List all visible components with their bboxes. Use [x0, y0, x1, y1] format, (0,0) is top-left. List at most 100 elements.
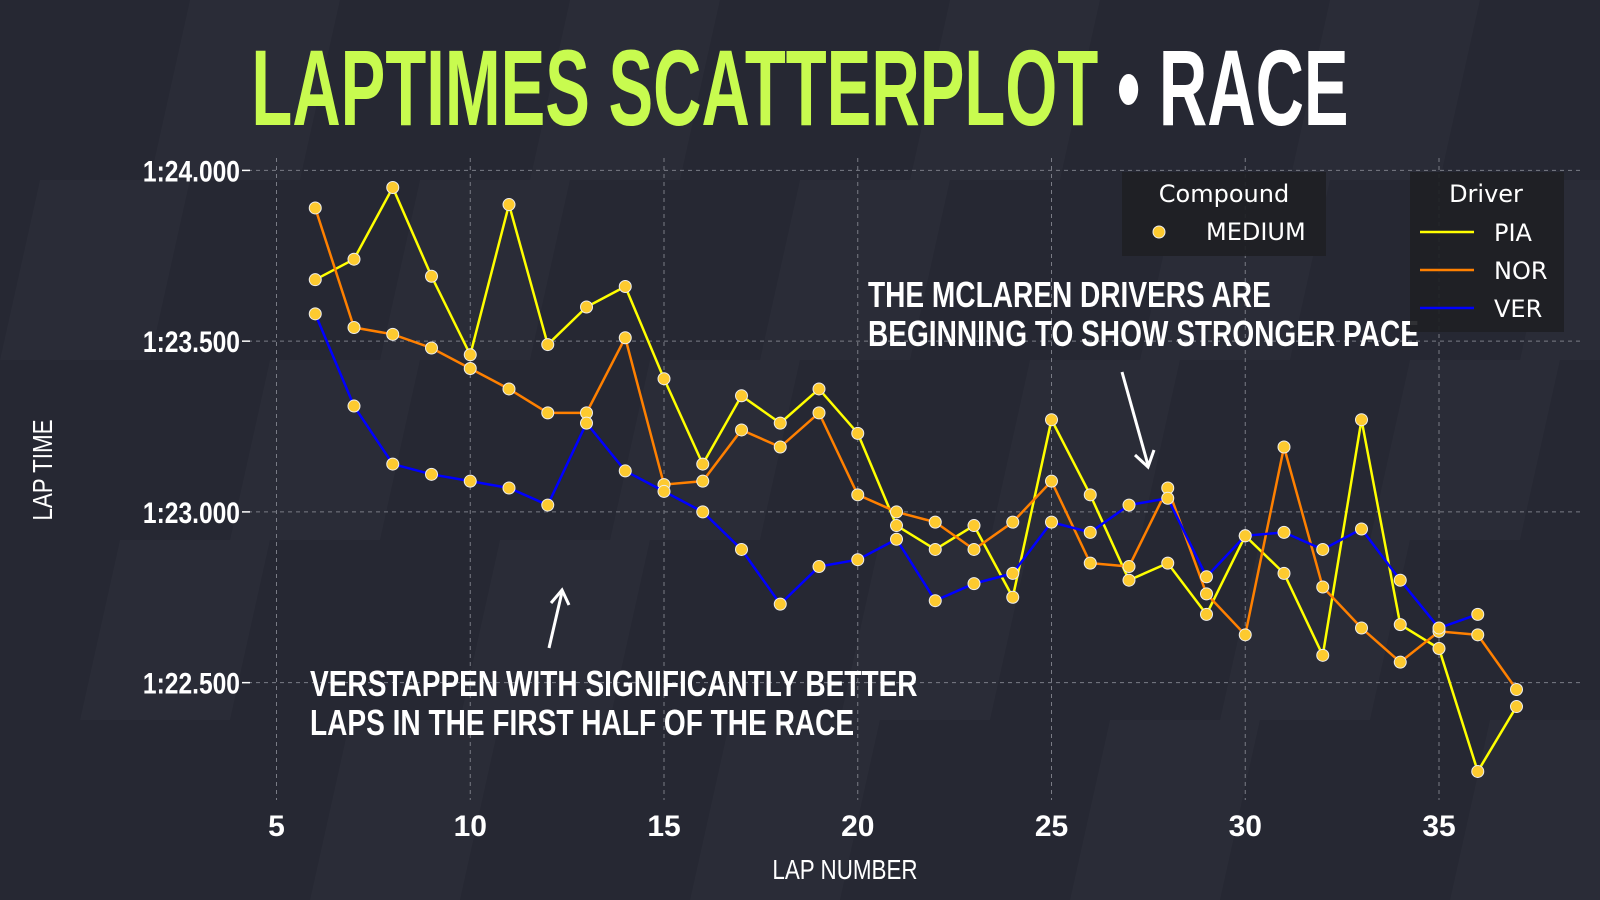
- y-tick-label: 1:22.500: [143, 666, 240, 700]
- arrow-head: [549, 587, 571, 606]
- data-point: [502, 198, 516, 212]
- background-tile: [690, 720, 880, 900]
- data-point: [1432, 642, 1446, 655]
- data-point: [463, 348, 477, 362]
- data-point: [967, 577, 981, 591]
- annotation-verstappen: VERSTAPPEN WITH SIGNIFICANTLY BETTER LAP…: [310, 587, 925, 743]
- x-tick-label: 35: [1422, 810, 1455, 843]
- data-point: [812, 382, 826, 396]
- data-point: [1355, 413, 1368, 427]
- series-ver: [308, 307, 1485, 635]
- data-point: [1122, 573, 1136, 587]
- data-point: [1122, 560, 1136, 574]
- data-point: [1393, 655, 1407, 669]
- data-point: [541, 338, 555, 352]
- background-tile: [150, 0, 340, 180]
- x-tick-label: 5: [268, 810, 285, 843]
- data-point: [425, 269, 438, 283]
- data-point: [308, 273, 322, 287]
- x-tick-label: 25: [1035, 810, 1068, 843]
- data-point: [618, 464, 632, 478]
- data-point: [541, 406, 555, 420]
- data-point: [618, 280, 632, 294]
- x-axis-label: LAP NUMBER: [772, 855, 917, 886]
- background-tile: [1070, 720, 1260, 900]
- data-point: [386, 457, 400, 471]
- y-axis-label: LAP TIME: [28, 419, 59, 520]
- driver-legend-entry: NOR: [1494, 257, 1548, 285]
- background-tile: [1450, 720, 1600, 900]
- annotation-line: LAPS IN THE FIRST HALF OF THE RACE: [310, 703, 854, 743]
- data-point: [1316, 580, 1330, 594]
- background-tile: [310, 720, 500, 900]
- background-tile: [840, 540, 1030, 720]
- data-point: [696, 457, 710, 471]
- data-point: [851, 553, 865, 567]
- data-point: [1083, 488, 1097, 502]
- driver-legend-entry: VER: [1494, 295, 1542, 323]
- data-point: [502, 481, 516, 495]
- y-tick-label: 1:23.000: [143, 496, 240, 530]
- background-tile: [1290, 0, 1480, 180]
- data-point: [696, 505, 710, 519]
- background-tile: [1370, 360, 1560, 540]
- compound-legend-title: Compound: [1159, 180, 1289, 208]
- data-point: [657, 372, 671, 386]
- background-tile: [0, 180, 190, 360]
- svg-text:VERSTAPPEN WITH SIGNIFICANTLY: VERSTAPPEN WITH SIGNIFICANTLY BETTER LAP…: [310, 664, 925, 743]
- data-point: [928, 594, 942, 608]
- data-point: [928, 515, 942, 529]
- series-line: [314, 184, 1518, 775]
- x-tick-label: 20: [841, 810, 874, 843]
- svg-text:THE MCLAREN DRIVERS ARE: THE MCLAREN DRIVERS ARE BEGINNING TO SHO…: [868, 275, 1419, 354]
- compound-legend-entry: MEDIUM: [1206, 218, 1306, 246]
- data-point: [1471, 764, 1485, 778]
- data-point: [967, 542, 981, 556]
- data-point: [1277, 440, 1291, 454]
- background-tile: [1220, 540, 1410, 720]
- data-point: [347, 320, 361, 334]
- data-point: [1355, 522, 1368, 536]
- annotation-line: BEGINNING TO SHOW STRONGER PACE: [868, 314, 1419, 354]
- data-point: [502, 382, 516, 396]
- data-point: [1161, 491, 1175, 505]
- data-point: [967, 519, 981, 533]
- data-point: [1316, 542, 1330, 556]
- data-point: [1006, 590, 1020, 604]
- data-point: [386, 327, 400, 341]
- data-point: [1471, 628, 1485, 642]
- driver-legend: Driver PIA NOR VER: [1410, 172, 1564, 332]
- data-point: [1200, 607, 1213, 621]
- axis-ticks: 5 10 15 20 25 30 35 1:24.000 1:23.500 1:23.000 1:2…: [143, 154, 1456, 843]
- data-point: [1393, 573, 1407, 587]
- data-point: [1510, 682, 1523, 696]
- title-session: RACE: [1159, 29, 1349, 149]
- data-point: [890, 519, 903, 533]
- data-point: [1238, 529, 1252, 543]
- data-point: [1471, 607, 1485, 621]
- data-point: [812, 560, 826, 574]
- driver-legend-entry: PIA: [1494, 219, 1533, 247]
- data-point: [851, 488, 865, 502]
- title-main: LAPTIMES SCATTERPLOT: [251, 29, 1098, 149]
- data-point: [1200, 587, 1213, 601]
- data-point: [463, 474, 477, 488]
- annotation-line: THE MCLAREN DRIVERS ARE: [868, 275, 1271, 315]
- x-tick-label: 30: [1229, 810, 1262, 843]
- data-point: [735, 423, 748, 437]
- data-point: [773, 440, 787, 454]
- data-point: [386, 180, 400, 194]
- data-point: [1045, 515, 1058, 529]
- data-point: [425, 467, 438, 481]
- data-point: [347, 399, 361, 413]
- data-point: [1083, 556, 1097, 570]
- data-point: [308, 307, 322, 321]
- arrow-head: [1133, 449, 1156, 470]
- x-tick-label: 15: [647, 810, 680, 843]
- arrow-shaft: [547, 591, 564, 649]
- medium-marker-icon: [1152, 225, 1166, 239]
- data-point: [1393, 618, 1407, 632]
- data-point: [618, 331, 632, 345]
- chart-title: LAPTIMES SCATTERPLOT • RACE: [251, 29, 1348, 149]
